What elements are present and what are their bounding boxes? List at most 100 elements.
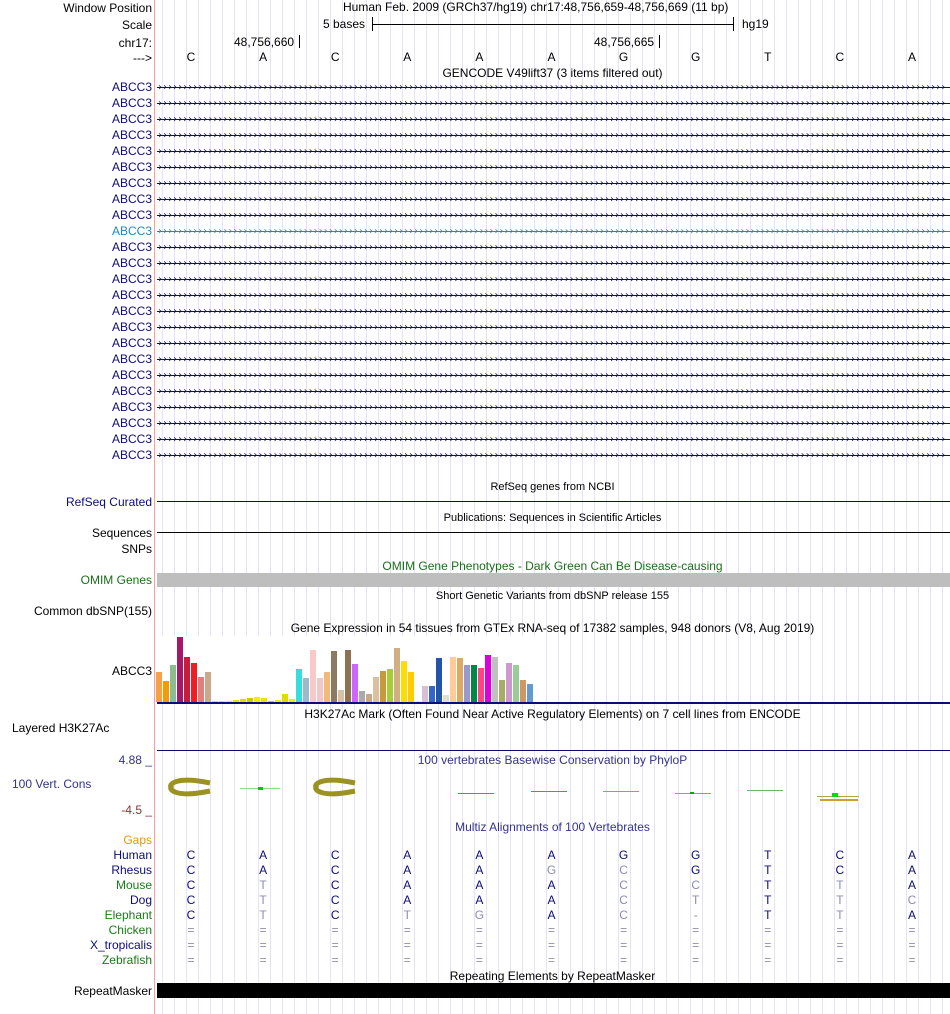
- species-label[interactable]: Rhesus: [111, 863, 152, 877]
- gtex-tissue-bar[interactable]: [247, 698, 253, 702]
- gtex-tissue-bar[interactable]: [401, 661, 407, 702]
- gtex-tissue-bar[interactable]: [163, 681, 169, 702]
- strand-label[interactable]: --->: [133, 51, 152, 65]
- publications-label[interactable]: Sequences: [91, 526, 152, 540]
- gtex-tissue-bar[interactable]: [345, 650, 351, 702]
- gtex-tissue-bar[interactable]: [492, 657, 498, 702]
- gtex-tissue-bar[interactable]: [373, 677, 379, 702]
- gencode-gene-label[interactable]: ABCC3: [111, 384, 152, 398]
- publications-line[interactable]: [157, 532, 950, 533]
- gtex-bar-chart[interactable]: [155, 636, 535, 702]
- gencode-transcript[interactable]: ››››››››››››››››››››››››››››››››››››››››…: [157, 177, 950, 191]
- multiz-track-title[interactable]: Multiz Alignments of 100 Vertebrates: [455, 820, 650, 834]
- gtex-tissue-bar[interactable]: [240, 699, 246, 702]
- gtex-tissue-bar[interactable]: [177, 637, 183, 702]
- gtex-tissue-bar[interactable]: [268, 701, 274, 702]
- gencode-transcript[interactable]: ››››››››››››››››››››››››››››››››››››››››…: [157, 449, 950, 463]
- dbsnp-label[interactable]: Common dbSNP(155): [33, 604, 152, 618]
- gencode-gene-label[interactable]: ABCC3: [111, 320, 152, 334]
- gtex-tissue-bar[interactable]: [506, 663, 512, 702]
- repeatmasker-track-title[interactable]: Repeating Elements by RepeatMasker: [449, 969, 656, 983]
- gtex-tissue-bar[interactable]: [233, 700, 239, 702]
- gencode-gene-label[interactable]: ABCC3: [111, 352, 152, 366]
- gencode-gene-label[interactable]: ABCC3: [111, 272, 152, 286]
- gtex-tissue-bar[interactable]: [226, 701, 232, 702]
- gencode-track-title[interactable]: GENCODE V49lift37 (3 items filtered out): [442, 66, 663, 80]
- gtex-tissue-bar[interactable]: [527, 684, 533, 702]
- gtex-tissue-bar[interactable]: [289, 699, 295, 702]
- gencode-transcript[interactable]: ››››››››››››››››››››››››››››››››››››››››…: [157, 193, 950, 207]
- gencode-gene-label[interactable]: ABCC3: [111, 416, 152, 430]
- gencode-transcript[interactable]: ››››››››››››››››››››››››››››››››››››››››…: [157, 321, 950, 335]
- gencode-transcript[interactable]: ››››››››››››››››››››››››››››››››››››››››…: [157, 113, 950, 127]
- refseq-track-title[interactable]: RefSeq genes from NCBI: [490, 481, 615, 493]
- repeatmasker-label[interactable]: RepeatMasker: [73, 984, 152, 998]
- gtex-tissue-bar[interactable]: [219, 701, 225, 702]
- gtex-tissue-bar[interactable]: [261, 698, 267, 702]
- gtex-tissue-bar[interactable]: [275, 700, 281, 702]
- refseq-label[interactable]: RefSeq Curated: [65, 495, 152, 509]
- gtex-tissue-bar[interactable]: [380, 671, 386, 702]
- repeatmasker-element[interactable]: [157, 983, 950, 998]
- gtex-tissue-bar[interactable]: [198, 677, 204, 702]
- omim-gene-bar[interactable]: [157, 573, 950, 587]
- gencode-transcript[interactable]: ››››››››››››››››››››››››››››››››››››››››…: [157, 81, 950, 95]
- gtex-tissue-bar[interactable]: [191, 663, 197, 702]
- gencode-transcript[interactable]: ››››››››››››››››››››››››››››››››››››››››…: [157, 225, 950, 239]
- gtex-tissue-bar[interactable]: [450, 657, 456, 702]
- gencode-gene-label[interactable]: ABCC3: [111, 240, 152, 254]
- gencode-transcript[interactable]: ››››››››››››››››››››››››››››››››››››››››…: [157, 161, 950, 175]
- gtex-track-title[interactable]: Gene Expression in 54 tissues from GTEx …: [290, 621, 815, 635]
- gtex-tissue-bar[interactable]: [184, 657, 190, 702]
- gencode-transcript[interactable]: ››››››››››››››››››››››››››››››››››››››››…: [157, 417, 950, 431]
- gencode-gene-label[interactable]: ABCC3: [111, 304, 152, 318]
- gencode-gene-label[interactable]: ABCC3: [111, 448, 152, 462]
- gencode-gene-label[interactable]: ABCC3: [111, 96, 152, 110]
- gtex-tissue-bar[interactable]: [324, 672, 330, 702]
- gtex-label[interactable]: ABCC3: [111, 664, 152, 678]
- gencode-gene-label[interactable]: ABCC3: [111, 128, 152, 142]
- gtex-tissue-bar[interactable]: [464, 665, 470, 702]
- gencode-transcript[interactable]: ››››››››››››››››››››››››››››››››››››››››…: [157, 369, 950, 383]
- gencode-transcript[interactable]: ››››››››››››››››››››››››››››››››››››››››…: [157, 273, 950, 287]
- gtex-tissue-bar[interactable]: [359, 691, 365, 702]
- species-label[interactable]: Zebrafish: [101, 953, 152, 967]
- gencode-transcript[interactable]: ››››››››››››››››››››››››››››››››››››››››…: [157, 241, 950, 255]
- gencode-transcript[interactable]: ››››››››››››››››››››››››››››››››››››››››…: [157, 129, 950, 143]
- gencode-transcript[interactable]: ››››››››››››››››››››››››››››››››››››››››…: [157, 289, 950, 303]
- gencode-gene-label[interactable]: ABCC3: [111, 80, 152, 94]
- gencode-transcript[interactable]: ››››››››››››››››››››››››››››››››››››››››…: [157, 305, 950, 319]
- gtex-tissue-bar[interactable]: [499, 680, 505, 702]
- gencode-gene-label[interactable]: ABCC3: [111, 112, 152, 126]
- gtex-tissue-bar[interactable]: [436, 658, 442, 702]
- species-label[interactable]: Mouse: [115, 878, 152, 892]
- gtex-tissue-bar[interactable]: [429, 686, 435, 702]
- gencode-transcript[interactable]: ››››››››››››››››››››››››››››››››››››››››…: [157, 209, 950, 223]
- gtex-tissue-bar[interactable]: [331, 651, 337, 702]
- gencode-gene-label[interactable]: ABCC3: [111, 224, 152, 238]
- gtex-tissue-bar[interactable]: [170, 665, 176, 702]
- species-label[interactable]: Dog: [129, 893, 152, 907]
- gencode-transcript[interactable]: ››››››››››››››››››››››››››››››››››››››››…: [157, 145, 950, 159]
- conservation-track-title[interactable]: 100 vertebrates Basewise Conservation by…: [417, 753, 688, 767]
- gtex-tissue-bar[interactable]: [443, 695, 449, 702]
- gtex-tissue-bar[interactable]: [254, 697, 260, 702]
- gtex-tissue-bar[interactable]: [303, 678, 309, 702]
- gencode-gene-label[interactable]: ABCC3: [111, 256, 152, 270]
- gtex-tissue-bar[interactable]: [366, 694, 372, 702]
- gtex-tissue-bar[interactable]: [205, 672, 211, 702]
- gencode-transcript[interactable]: ››››››››››››››››››››››››››››››››››››››››…: [157, 353, 950, 367]
- gtex-tissue-bar[interactable]: [156, 672, 162, 702]
- species-label[interactable]: Elephant: [104, 908, 152, 922]
- gencode-gene-label[interactable]: ABCC3: [111, 368, 152, 382]
- gencode-transcript[interactable]: ››››››››››››››››››››››››››››››››››››››››…: [157, 401, 950, 415]
- gencode-gene-label[interactable]: ABCC3: [111, 144, 152, 158]
- gencode-gene-label[interactable]: ABCC3: [111, 400, 152, 414]
- refseq-gene-line[interactable]: [157, 501, 950, 502]
- gencode-transcript[interactable]: ››››››››››››››››››››››››››››››››››››››››…: [157, 257, 950, 271]
- gtex-tissue-bar[interactable]: [212, 701, 218, 702]
- gtex-tissue-bar[interactable]: [352, 664, 358, 702]
- species-label[interactable]: Human: [113, 848, 152, 862]
- gencode-gene-label[interactable]: ABCC3: [111, 432, 152, 446]
- h3k27ac-label[interactable]: Layered H3K27Ac: [12, 721, 110, 735]
